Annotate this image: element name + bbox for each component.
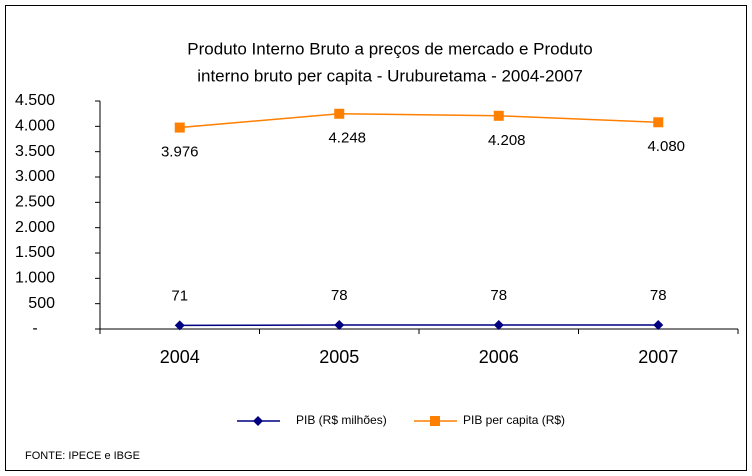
y-tick-label: 4.500 xyxy=(15,92,55,109)
data-label: 78 xyxy=(331,287,348,304)
y-tick-label: 1.000 xyxy=(15,270,55,287)
x-tick-label: 2005 xyxy=(319,347,359,367)
data-point xyxy=(174,122,185,133)
data-label: 4.080 xyxy=(647,138,685,155)
y-tick-label: 3.500 xyxy=(15,143,55,160)
data-point xyxy=(334,108,345,119)
data-point xyxy=(174,320,185,331)
y-tick-label: 3.000 xyxy=(15,168,55,185)
data-point xyxy=(493,320,504,331)
x-tick-label: 2007 xyxy=(638,347,678,367)
data-label: 3.976 xyxy=(161,144,199,161)
chart-title: Produto Interno Bruto a preços de mercad… xyxy=(187,39,592,58)
legend-marker xyxy=(253,416,263,426)
data-label: 4.208 xyxy=(488,132,526,149)
legend-label: PIB (R$ milhões) xyxy=(296,413,387,427)
data-label: 78 xyxy=(490,287,507,304)
legend-marker xyxy=(430,416,440,426)
y-tick-label: 1.500 xyxy=(15,244,55,261)
data-label: 71 xyxy=(171,287,188,304)
data-label: 78 xyxy=(650,287,667,304)
y-tick-label: - xyxy=(32,320,37,337)
data-point xyxy=(653,117,664,128)
data-point xyxy=(334,320,345,331)
series-line xyxy=(179,113,659,129)
x-tick-label: 2004 xyxy=(160,347,200,367)
legend-label: PIB per capita (R$) xyxy=(463,413,565,427)
data-point xyxy=(493,110,504,121)
chart-frame xyxy=(5,5,747,471)
x-tick-label: 2006 xyxy=(479,347,519,367)
chart-title: interno bruto per capita - Uruburetama -… xyxy=(197,66,583,85)
y-tick-label: 2.500 xyxy=(15,194,55,211)
source-note: FONTE: IPECE e IBGE xyxy=(25,450,140,462)
y-tick-label: 2.000 xyxy=(15,219,55,236)
y-tick-label: 4.000 xyxy=(15,118,55,135)
data-point xyxy=(653,320,664,331)
y-tick-label: 500 xyxy=(28,295,55,312)
data-label: 4.248 xyxy=(328,130,366,147)
